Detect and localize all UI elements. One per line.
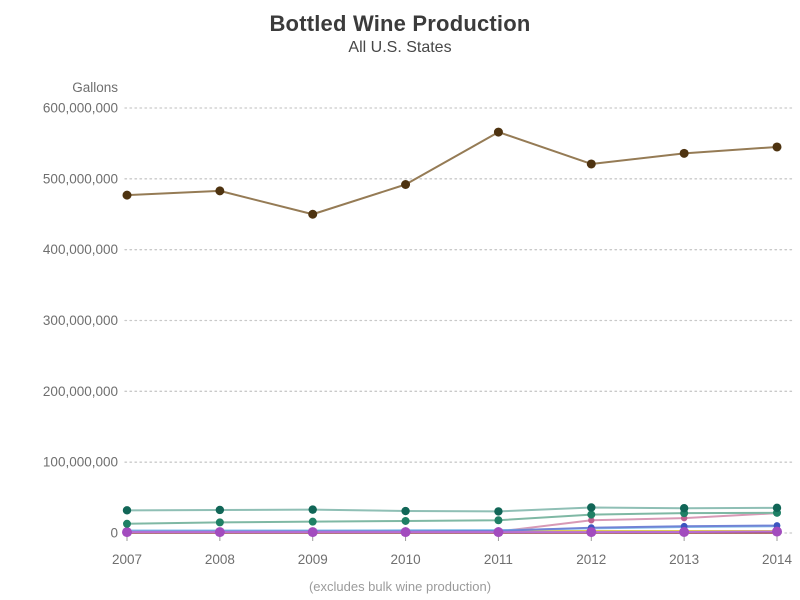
data-point-magenta-2010 xyxy=(400,527,411,538)
data-point-brown-2012 xyxy=(586,159,596,169)
data-point-dark-teal-2012 xyxy=(587,503,596,512)
y-tick-label: 200,000,000 xyxy=(43,384,118,399)
data-point-dark-teal-2011 xyxy=(494,507,503,516)
data-point-pink-2012 xyxy=(588,517,595,524)
data-point-brown-2007 xyxy=(122,190,132,200)
chart-subtitle: All U.S. States xyxy=(348,39,452,56)
x-tick-label: 2010 xyxy=(391,552,421,567)
data-point-magenta-2008 xyxy=(214,527,225,538)
series-line-brown xyxy=(126,131,778,216)
data-point-magenta-2012 xyxy=(586,527,597,538)
series-line-magenta xyxy=(127,530,778,534)
data-point-brown-2008 xyxy=(215,186,225,196)
data-point-sea-green-2010 xyxy=(401,516,410,525)
series-line-sea-green xyxy=(126,511,778,525)
data-point-brown-2011 xyxy=(493,127,503,137)
data-point-dark-teal-2008 xyxy=(215,505,225,515)
y-tick-label: 600,000,000 xyxy=(43,101,118,116)
data-point-sea-green-2012 xyxy=(587,510,596,519)
y-tick-label: 0 xyxy=(110,526,118,541)
x-tick-label: 2008 xyxy=(205,552,235,567)
x-tick-label: 2012 xyxy=(576,552,606,567)
x-tick-label: 2007 xyxy=(112,552,142,567)
data-point-magenta-2014 xyxy=(772,526,782,537)
y-tick-label: 300,000,000 xyxy=(43,313,118,328)
data-point-magenta-2007 xyxy=(122,527,132,538)
x-tick-label: 2009 xyxy=(298,552,328,567)
series-line-dark-teal xyxy=(126,506,778,513)
y-tick-label: 500,000,000 xyxy=(43,171,118,186)
y-axis-unit-label: Gallons xyxy=(72,80,118,95)
data-point-dark-teal-2014 xyxy=(772,503,782,513)
x-tick-label: 2014 xyxy=(762,552,793,567)
x-tick-label: 2011 xyxy=(484,552,513,567)
data-point-brown-2014 xyxy=(772,142,782,152)
data-point-dark-teal-2009 xyxy=(308,505,317,514)
y-tick-label: 400,000,000 xyxy=(43,242,118,257)
chart-footnote: (excludes bulk wine production) xyxy=(308,579,492,594)
y-tick-label: 100,000,000 xyxy=(43,455,118,470)
x-tick-label: 2013 xyxy=(669,552,699,567)
data-point-sea-green-2009 xyxy=(308,517,317,526)
data-point-sea-green-2011 xyxy=(494,516,503,525)
data-point-magenta-2013 xyxy=(679,527,690,538)
data-point-magenta-2009 xyxy=(307,527,318,538)
data-point-dark-teal-2010 xyxy=(401,506,410,516)
data-point-dark-teal-2007 xyxy=(122,506,132,515)
data-point-magenta-2011 xyxy=(493,527,504,538)
data-point-brown-2013 xyxy=(679,148,689,158)
data-point-sea-green-2008 xyxy=(215,518,224,527)
data-point-brown-2009 xyxy=(308,209,318,219)
data-point-brown-2010 xyxy=(401,180,411,189)
chart-title: Bottled Wine Production xyxy=(269,11,531,36)
data-point-dark-teal-2013 xyxy=(679,504,689,513)
data-point-sea-green-2007 xyxy=(123,519,131,528)
